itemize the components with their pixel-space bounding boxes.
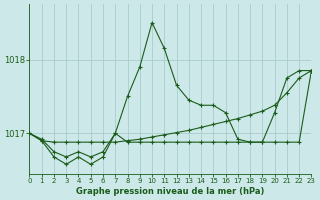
X-axis label: Graphe pression niveau de la mer (hPa): Graphe pression niveau de la mer (hPa) xyxy=(76,187,265,196)
